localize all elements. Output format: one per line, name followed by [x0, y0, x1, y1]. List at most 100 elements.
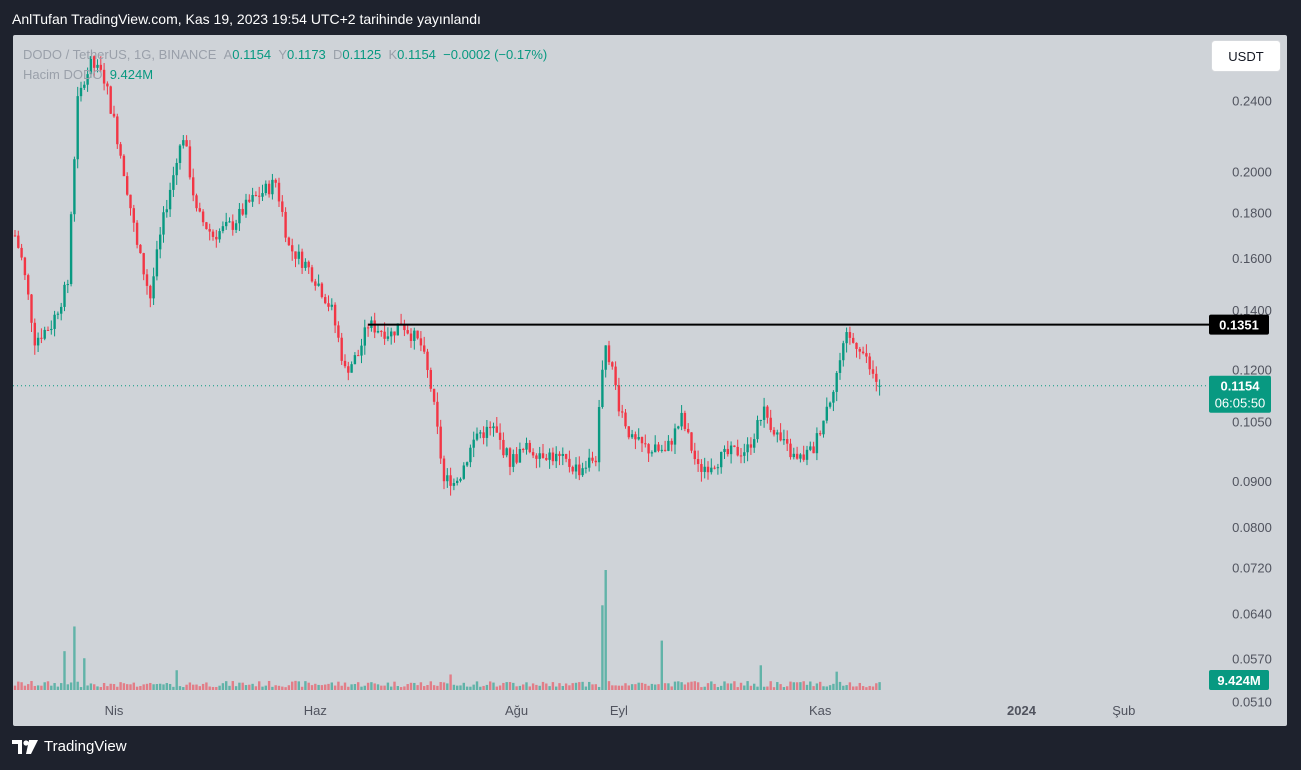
- volume-bar: [195, 684, 198, 690]
- candle-body: [462, 465, 465, 479]
- volume-bar: [23, 685, 27, 690]
- volume-bar: [621, 685, 624, 690]
- volume-bar: [152, 684, 155, 690]
- legend-low: 0.1125: [342, 47, 382, 62]
- candle-body: [267, 183, 271, 195]
- volume-bar: [251, 683, 254, 690]
- price-tick-label: 0.0510: [1232, 694, 1272, 709]
- time-axis[interactable]: Nis Haz Ağu Eyl Kas 2024 Şub: [105, 703, 1136, 718]
- candle-body: [40, 337, 43, 339]
- candle-body: [446, 475, 449, 482]
- candle-body: [779, 432, 782, 441]
- volume-bar: [393, 681, 396, 690]
- volume-bar: [264, 685, 267, 690]
- volume-bar: [594, 684, 597, 690]
- volume-bar: [390, 686, 393, 690]
- candle-body: [215, 236, 218, 240]
- volume-bar: [786, 686, 789, 690]
- candle-body: [842, 343, 845, 361]
- volume-bar: [413, 682, 416, 690]
- candle-body: [848, 332, 852, 338]
- candle-body: [403, 325, 406, 331]
- volume-bar: [149, 682, 152, 690]
- last-price-badge: 0.1154 06:05:50: [1209, 375, 1271, 413]
- tradingview-logo-icon: [12, 739, 38, 754]
- chart-panel[interactable]: 0.2400 0.2000 0.1800 0.1600 0.1400 0.1200 0.10…: [13, 35, 1287, 726]
- candle-body: [786, 439, 789, 444]
- volume-bar: [607, 681, 611, 690]
- currency-button[interactable]: USDT: [1211, 40, 1281, 72]
- candle-body: [277, 182, 281, 202]
- volume-bar: [36, 685, 40, 690]
- candle-body: [188, 146, 192, 178]
- volume-bar: [657, 684, 660, 690]
- volume-bar: [205, 682, 208, 690]
- candle-body: [43, 329, 46, 339]
- candle-body: [551, 452, 555, 462]
- candle-body: [611, 362, 614, 367]
- candle-body: [475, 433, 479, 440]
- volume-bar: [79, 687, 83, 690]
- candle-body: [86, 74, 89, 85]
- volume-bar: [241, 682, 244, 690]
- candle-body: [660, 449, 663, 451]
- candle-body: [815, 433, 819, 454]
- volume-bar: [720, 685, 723, 690]
- volume-bar: [452, 684, 456, 690]
- volume-bar: [733, 681, 736, 690]
- volume-bar: [601, 605, 604, 690]
- volume-bar: [581, 681, 584, 690]
- volume-bar: [135, 686, 139, 690]
- tradingview-brand[interactable]: TradingView: [12, 738, 127, 755]
- volume-bar: [782, 687, 786, 690]
- volume-bar: [409, 682, 413, 690]
- volume-bar: [489, 681, 492, 690]
- volume-bar: [502, 682, 505, 690]
- candle-body: [819, 433, 822, 435]
- candle-body: [53, 314, 56, 329]
- volume-bar: [73, 626, 76, 690]
- candle-body: [802, 454, 805, 460]
- legend-volume-row: Hacim DODO 9.424M: [23, 65, 547, 85]
- volume-bar: [482, 685, 485, 690]
- volume-bar: [449, 674, 452, 690]
- volume-bar: [436, 685, 439, 690]
- chart-canvas[interactable]: 0.2400 0.2000 0.1800 0.1600 0.1400 0.1200 0.10…: [13, 35, 1287, 726]
- volume-bar: [759, 665, 762, 690]
- candle-body: [386, 336, 390, 339]
- candle-body: [545, 457, 548, 460]
- volume-bar: [185, 684, 188, 690]
- candle-body: [558, 453, 561, 456]
- candle-body: [832, 391, 835, 403]
- volume-bar: [277, 685, 281, 690]
- price-axis[interactable]: 0.2400 0.2000 0.1800 0.1600 0.1400 0.1200 0.10…: [1232, 94, 1272, 710]
- candle-body: [211, 231, 215, 237]
- candle-body: [687, 428, 690, 433]
- volume-bar: [749, 685, 753, 690]
- price-tick-label: 0.1800: [1232, 205, 1272, 220]
- price-tick-label: 0.0720: [1232, 561, 1272, 576]
- volume-bar: [30, 681, 33, 690]
- candle-body: [502, 439, 505, 456]
- time-tick-label: Eyl: [610, 703, 628, 718]
- candle-body: [416, 330, 419, 339]
- volume-bar: [848, 682, 852, 690]
- candle-body: [650, 452, 654, 454]
- volume-bar: [225, 681, 228, 690]
- candle-body: [192, 177, 195, 196]
- volume-bar: [198, 686, 201, 690]
- candle-body: [535, 455, 538, 459]
- volume-bar: [627, 685, 630, 690]
- volume-bar: [663, 683, 667, 690]
- volume-bar: [175, 670, 178, 690]
- candle-body: [185, 140, 188, 147]
- price-tick-label: 0.1400: [1232, 303, 1272, 318]
- volume-bar: [376, 684, 380, 690]
- candle-body: [317, 283, 320, 286]
- volume-bar: [129, 684, 132, 690]
- candle-body: [376, 330, 380, 333]
- volume-bar: [878, 682, 881, 690]
- candle-body: [63, 284, 66, 307]
- volume-bar: [380, 685, 383, 690]
- candle-body: [518, 449, 522, 463]
